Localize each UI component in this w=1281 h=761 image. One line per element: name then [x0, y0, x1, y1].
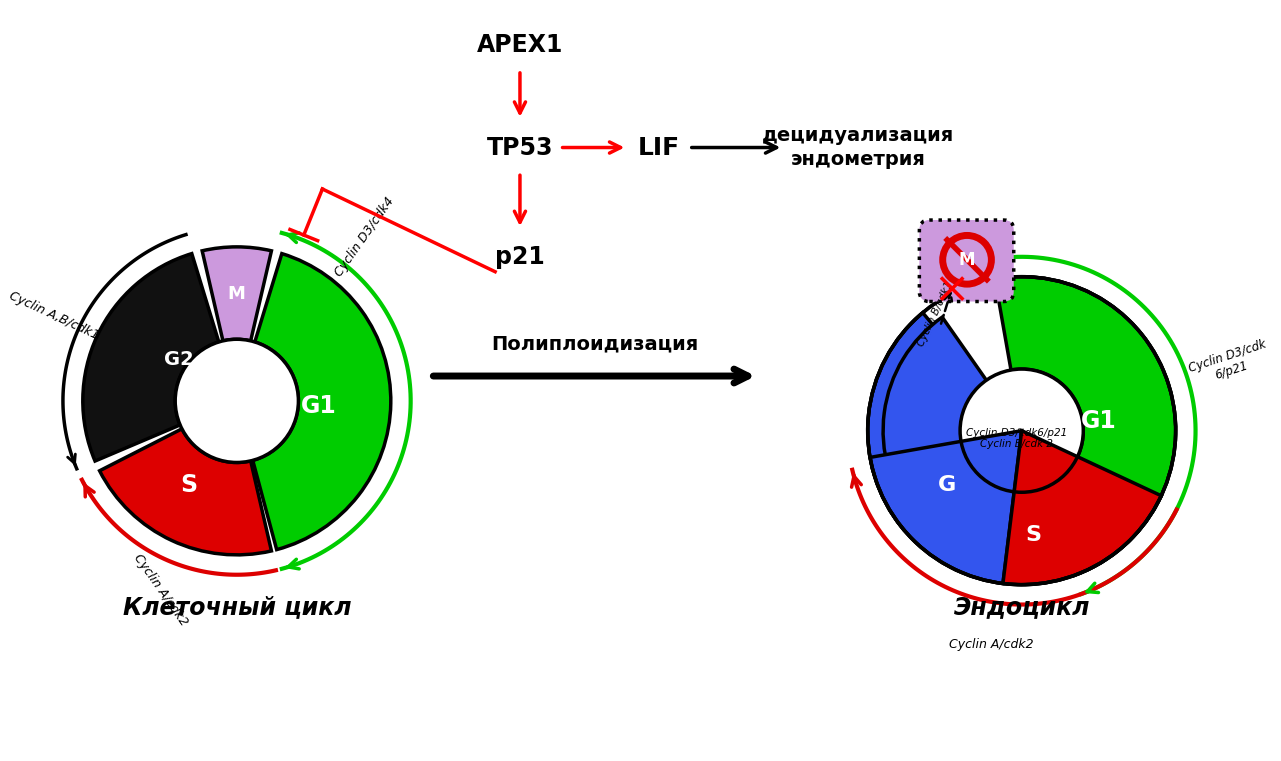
- Text: G: G: [938, 476, 957, 495]
- Text: Эндоцикл: Эндоцикл: [953, 596, 1090, 619]
- Text: M: M: [958, 251, 975, 269]
- Text: APEX1: APEX1: [477, 33, 564, 57]
- Wedge shape: [252, 253, 391, 549]
- Text: Клеточный цикл: Клеточный цикл: [123, 596, 351, 619]
- Wedge shape: [100, 429, 272, 555]
- Text: M: M: [228, 285, 246, 303]
- Text: G1: G1: [1081, 409, 1117, 433]
- Text: Cyclin D3/cdk6/p21
Cyclin E/cdk 2: Cyclin D3/cdk6/p21 Cyclin E/cdk 2: [966, 428, 1067, 450]
- Wedge shape: [870, 431, 1022, 584]
- Text: Cyclin D3/cdk4: Cyclin D3/cdk4: [333, 195, 397, 279]
- Text: G1: G1: [301, 394, 336, 418]
- Text: Полиплоидизация: Полиплоидизация: [491, 335, 698, 354]
- Text: S: S: [181, 473, 197, 498]
- Wedge shape: [202, 247, 272, 341]
- Text: G2: G2: [164, 349, 193, 368]
- Text: Cyclin D3/cdk
6/p21: Cyclin D3/cdk 6/p21: [1186, 337, 1272, 389]
- Text: S: S: [1026, 525, 1041, 545]
- Text: Cyclin A/cdk2: Cyclin A/cdk2: [131, 551, 190, 628]
- Text: LIF: LIF: [638, 135, 680, 160]
- Wedge shape: [995, 277, 1176, 575]
- Wedge shape: [83, 253, 219, 461]
- FancyBboxPatch shape: [920, 220, 1013, 301]
- Text: Cyclin B/cdk1: Cyclin B/cdk1: [916, 280, 954, 349]
- Circle shape: [947, 239, 988, 281]
- Circle shape: [175, 339, 298, 463]
- Text: TP53: TP53: [487, 135, 553, 160]
- Text: децидуализация
эндометрия: децидуализация эндометрия: [762, 126, 954, 169]
- Wedge shape: [883, 317, 1022, 520]
- Text: p21: p21: [494, 245, 544, 269]
- Wedge shape: [1003, 431, 1162, 584]
- Circle shape: [939, 232, 995, 288]
- Circle shape: [959, 369, 1084, 492]
- Wedge shape: [867, 313, 1022, 530]
- Text: Cyclin A/cdk2: Cyclin A/cdk2: [949, 638, 1034, 651]
- Text: Cyclin A,B/cdk1: Cyclin A,B/cdk1: [8, 289, 101, 342]
